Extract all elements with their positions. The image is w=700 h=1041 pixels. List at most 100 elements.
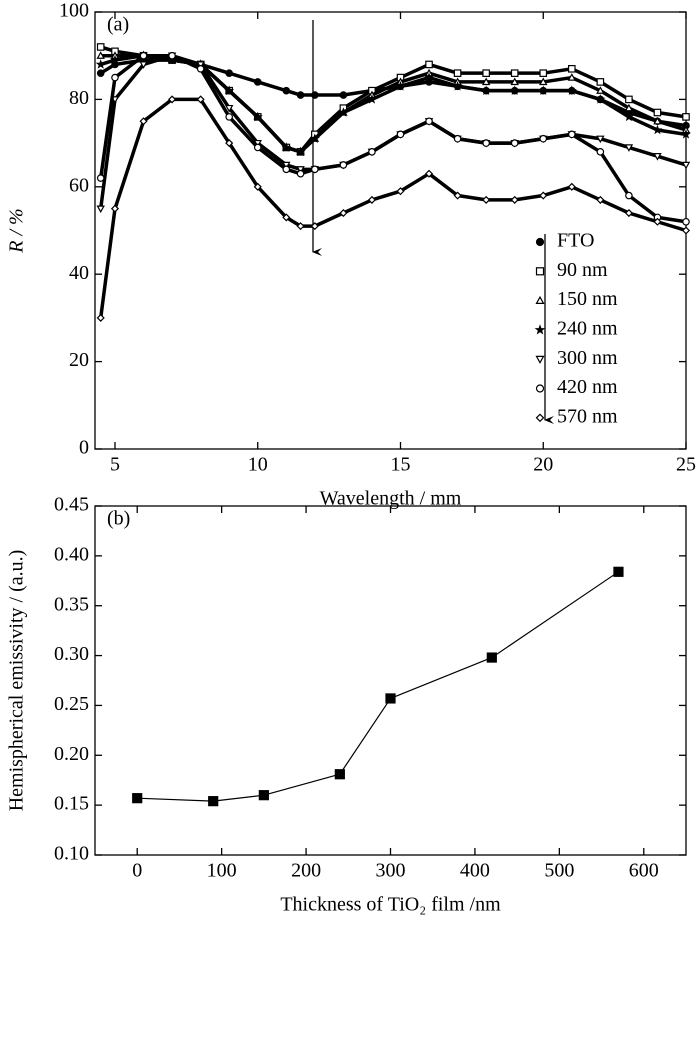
legend-label: 240 nm [557,317,618,339]
data-point [624,103,634,112]
data-point [96,51,105,59]
data-point [539,134,548,143]
data-point [682,113,690,121]
data-point [486,652,497,663]
data-point [296,91,305,99]
data-point [653,116,662,125]
data-point [282,161,291,170]
y-axis-label: R / % [6,208,28,253]
y-tick-label: 0 [79,437,89,459]
data-point [481,77,491,86]
y-tick-label: 0.20 [54,743,89,765]
data-point [425,60,433,69]
data-point [339,208,348,218]
data-point [510,77,519,86]
series-line [98,97,687,319]
panel-label: (b) [107,508,130,530]
data-point [567,130,576,139]
data-point [96,313,105,322]
data-point [309,133,320,144]
y-tick-label: 20 [69,349,89,371]
data-point [168,95,177,104]
data-point [139,61,148,69]
data-point [96,174,105,182]
data-point [396,187,405,196]
data-point [334,769,345,780]
y-tick-label: 40 [69,262,89,284]
data-point [110,204,120,213]
x-tick-label: 25 [676,454,696,476]
legend-marker [535,295,545,304]
data-point [282,213,291,222]
y-tick-label: 0.45 [54,494,89,516]
data-point [253,182,262,191]
data-point [567,73,577,81]
panel-label: (a) [107,14,129,36]
data-point [225,69,233,77]
data-point [596,148,605,156]
data-point [453,134,462,143]
legend-label: 420 nm [557,376,618,398]
legend-label: FTO [557,230,594,252]
data-point [652,124,663,135]
data-point [196,95,205,104]
x-tick-label: 200 [291,860,321,882]
y-tick-label: 0.10 [54,843,89,865]
x-tick-label: 600 [629,860,659,882]
data-point [623,111,634,122]
plot-frame [94,505,687,856]
data-point [482,195,491,204]
x-tick-label: 500 [544,860,574,882]
y-tick-label: 80 [69,87,89,109]
data-point [339,161,348,169]
data-point [311,91,319,99]
x-tick-label: 100 [207,860,237,882]
data-point [425,117,433,126]
data-point [168,51,176,60]
data-point [295,146,306,157]
data-point [396,130,405,139]
data-point [539,77,548,86]
data-point [680,129,692,139]
x-axis-label: Wavelength / mm [320,488,462,510]
data-point [452,80,463,91]
data-point [366,94,377,104]
data-point [566,85,577,95]
data-point [224,85,235,95]
data-point [539,191,548,200]
data-point [596,195,605,204]
y-tick-label: 0.15 [54,793,89,815]
data-point [681,161,691,170]
data-point [510,139,519,147]
data-point [132,793,143,804]
legend-label: 570 nm [557,405,618,427]
data-point [208,796,219,807]
data-point [453,69,462,77]
x-tick-label: 0 [132,860,142,882]
data-point [424,169,434,178]
y-tick-label: 100 [59,0,89,22]
data-point [258,790,269,801]
data-point [310,222,319,231]
y-tick-label: 0.35 [54,593,89,615]
data-point [296,222,305,231]
data-point [368,148,376,156]
data-point [539,69,548,77]
x-tick-label: 10 [248,454,268,476]
data-point [596,78,605,86]
data-point [367,195,376,204]
data-point [395,80,406,91]
y-tick-label: 0.40 [54,543,89,565]
data-point [567,182,576,191]
data-point [509,85,520,95]
data-point [339,91,348,99]
data-point [624,144,634,152]
legend-marker [535,384,545,393]
data-point [338,107,349,117]
y-axis-label: Hemispherical emissivity / (a.u.) [6,550,28,812]
data-point [282,86,291,95]
data-point [252,111,263,122]
series-line [137,571,619,802]
data-point [538,85,549,95]
legend-label: 90 nm [557,259,608,281]
